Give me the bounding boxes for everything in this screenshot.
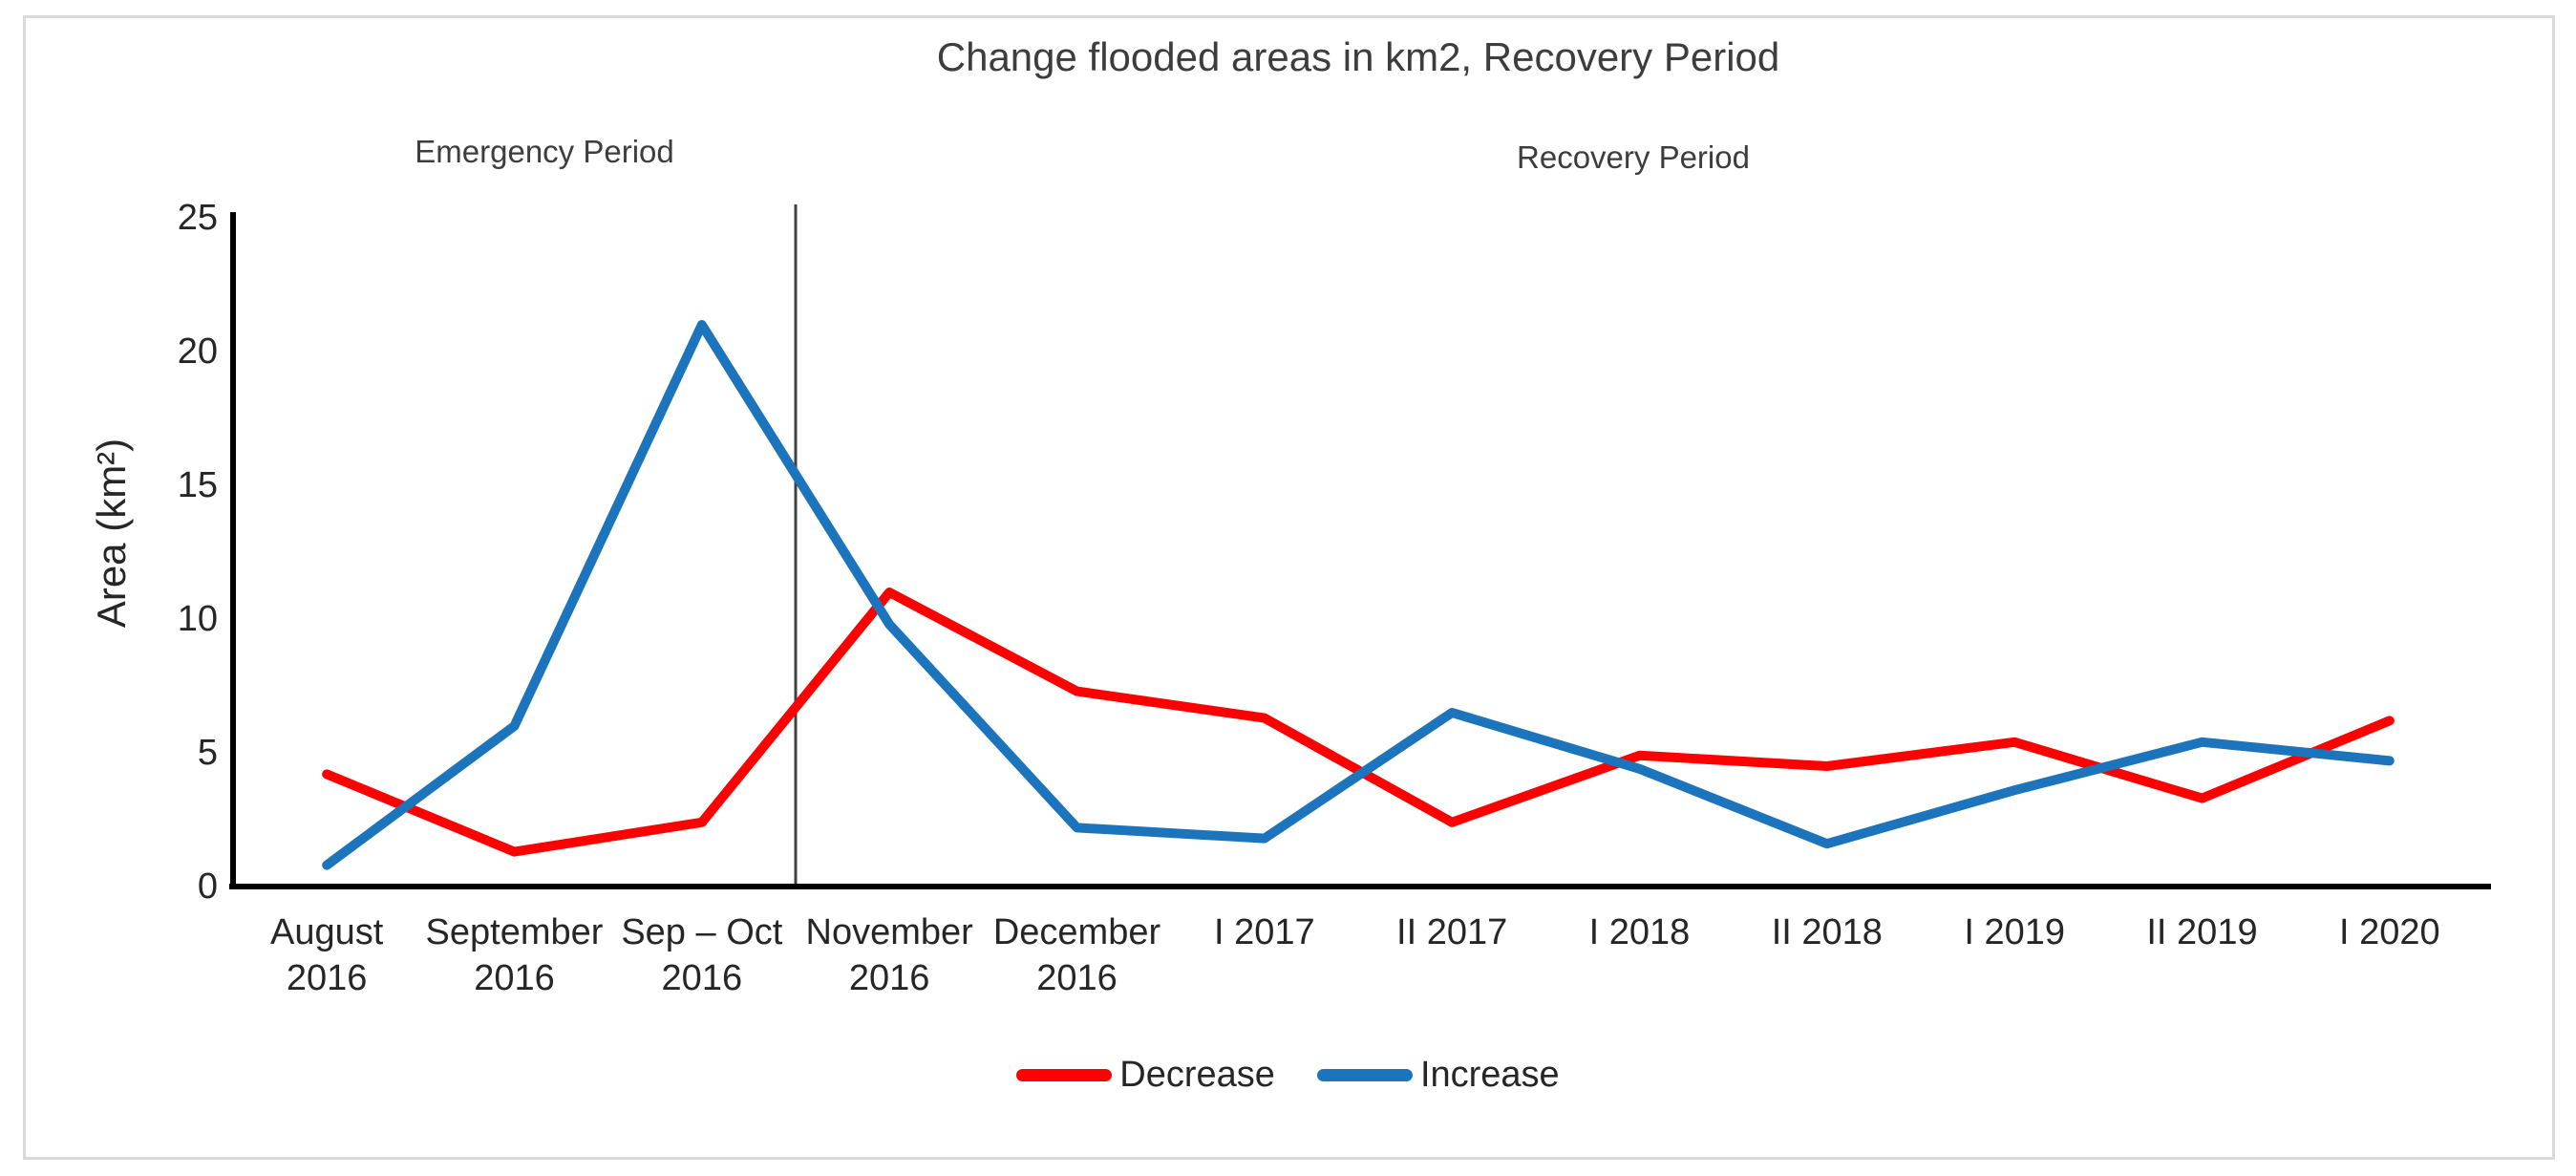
x-category-label-line: December — [992, 912, 1161, 952]
x-category-label-line: II 2018 — [1771, 912, 1883, 952]
legend-item-increase: Increase — [1316, 1055, 1560, 1096]
y-tick-label: 5 — [197, 733, 218, 773]
y-tick-label: 15 — [177, 465, 218, 505]
x-category-label-line: 2016 — [848, 958, 930, 998]
x-category-label: I 2020 — [2296, 909, 2483, 955]
increase-series-line — [322, 320, 2395, 870]
recovery-period-annotation: Recovery Period — [1517, 139, 1750, 175]
x-category-label: II 2019 — [2108, 909, 2295, 955]
x-category-label: I 2018 — [1545, 909, 1733, 955]
x-category-label: December 2016 — [983, 909, 1170, 1001]
y-tick-label: 25 — [177, 198, 218, 238]
chart-frame — [23, 15, 2555, 1160]
legend-label: Increase — [1419, 1055, 1560, 1095]
legend-label: Decrease — [1119, 1055, 1275, 1095]
decrease-series-line — [322, 588, 2395, 857]
x-category-label-line: I 2017 — [1213, 912, 1315, 952]
y-tick-label: 10 — [177, 599, 218, 639]
x-category-label: September 2016 — [420, 909, 607, 1001]
y-tick-label: 20 — [177, 331, 218, 372]
decrease-legend-swatch-icon — [1016, 1069, 1113, 1081]
x-category-label-line: 2016 — [474, 958, 555, 998]
x-category-label-line: August — [270, 912, 384, 952]
x-category-label-line: 2016 — [1036, 958, 1118, 998]
x-category-label: November 2016 — [796, 909, 983, 1001]
x-category-label-line: I 2018 — [1588, 912, 1691, 952]
legend-item-decrease: Decrease — [1016, 1055, 1275, 1096]
x-category-label: I 2017 — [1171, 909, 1358, 955]
chart-title: Change flooded areas in km2, Recovery Pe… — [936, 34, 1780, 79]
x-category-label: II 2017 — [1358, 909, 1545, 955]
x-category-label-line: 2016 — [286, 958, 368, 998]
x-category-label: Sep – Oct 2016 — [608, 909, 796, 1001]
x-category-label-line: II 2017 — [1396, 912, 1508, 952]
x-category-label-line: I 2019 — [1964, 912, 2065, 952]
legend: Decrease Increase — [0, 1055, 2576, 1096]
x-category-label: August 2016 — [233, 909, 420, 1001]
x-category-label-line: I 2020 — [2338, 912, 2440, 952]
x-category-label-line: Sep – Oct — [621, 912, 783, 952]
x-category-label: I 2019 — [1921, 909, 2108, 955]
x-category-label-line: November — [805, 912, 973, 952]
x-category-label: II 2018 — [1734, 909, 1921, 955]
y-tick-label: 0 — [197, 866, 218, 907]
x-category-label-line: September — [425, 912, 604, 952]
x-category-label-line: 2016 — [661, 958, 743, 998]
emergency-period-annotation: Emergency Period — [415, 134, 674, 169]
increase-legend-swatch-icon — [1316, 1069, 1413, 1081]
x-category-label-line: II 2019 — [2146, 912, 2258, 952]
